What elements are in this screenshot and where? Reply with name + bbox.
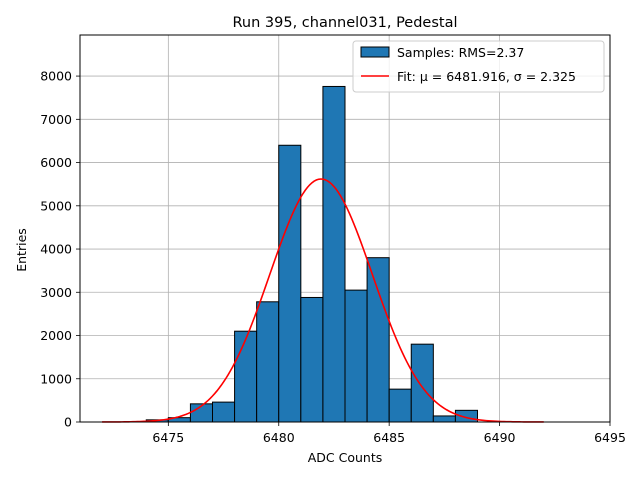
x-tick-label: 6475 <box>152 430 184 445</box>
legend-fit-label: Fit: μ = 6481.916, σ = 2.325 <box>397 69 576 84</box>
histogram-bar <box>300 296 324 423</box>
histogram-bar <box>454 409 478 423</box>
fit-curve-group <box>102 178 544 423</box>
x-tick-label: 6495 <box>594 430 626 445</box>
y-tick-label: 4000 <box>40 242 72 257</box>
fit-curve <box>102 178 544 423</box>
histogram-bar <box>432 415 456 423</box>
x-axis-ticks: 6475 6480 6485 6490 6495 <box>152 422 626 445</box>
y-axis-ticks: 0 1000 2000 3000 4000 5000 6000 7000 8000 <box>40 69 80 430</box>
y-tick-label: 8000 <box>40 69 72 84</box>
x-tick-label: 6490 <box>484 430 516 445</box>
legend: Samples: RMS=2.37 Fit: μ = 6481.916, σ =… <box>352 40 605 93</box>
legend-samples-swatch <box>360 46 390 58</box>
y-tick-label: 1000 <box>40 371 72 386</box>
histogram-bars <box>145 85 478 423</box>
y-tick-label: 3000 <box>40 285 72 300</box>
histogram-bar <box>256 301 280 423</box>
histogram-bar <box>410 343 434 423</box>
y-tick-label: 6000 <box>40 155 72 170</box>
histogram-bar <box>322 85 346 423</box>
x-tick-label: 6485 <box>373 430 405 445</box>
histogram-bar <box>366 257 390 423</box>
y-tick-label: 5000 <box>40 198 72 213</box>
histogram-bar <box>344 289 368 423</box>
legend-box <box>352 40 605 93</box>
y-tick-label: 7000 <box>40 112 72 127</box>
y-tick-label: 2000 <box>40 328 72 343</box>
histogram-bar <box>212 401 236 423</box>
plot-frame <box>79 34 611 423</box>
legend-samples-label: Samples: RMS=2.37 <box>397 45 524 60</box>
chart-title: Run 395, channel031, Pedestal <box>232 15 457 31</box>
y-tick-label: 0 <box>64 415 72 430</box>
x-axis-label: ADC Counts <box>308 450 383 465</box>
histogram-bar <box>388 388 412 423</box>
histogram-bar <box>278 144 302 423</box>
y-axis-label: Entries <box>14 228 29 272</box>
x-tick-label: 6480 <box>263 430 295 445</box>
histogram-bar <box>234 330 258 423</box>
